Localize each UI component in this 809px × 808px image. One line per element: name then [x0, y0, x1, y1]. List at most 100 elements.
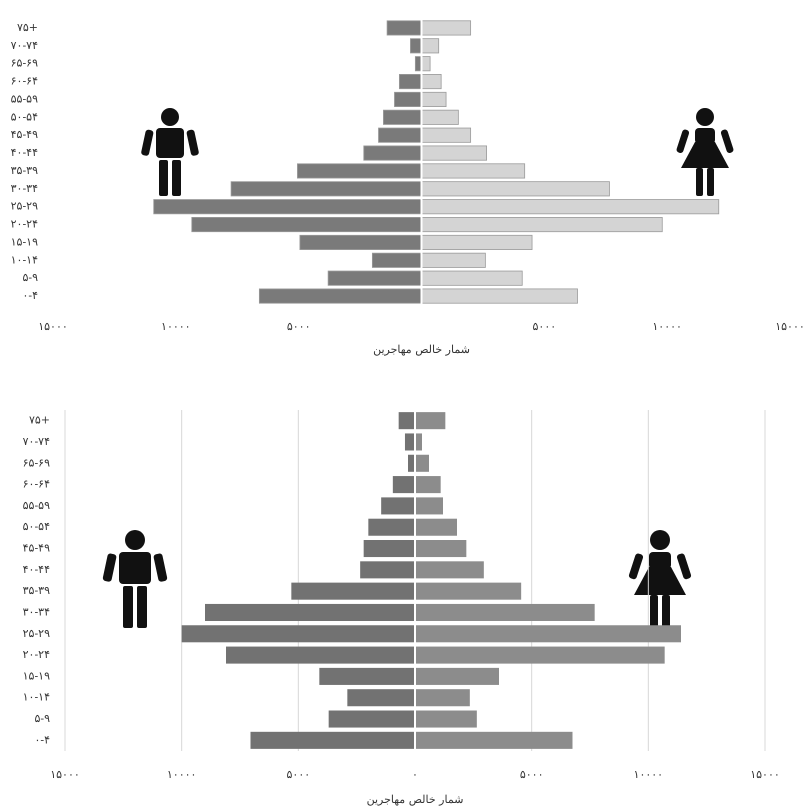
bar — [368, 519, 415, 536]
x-tick-label: ۱۰۰۰۰ — [652, 320, 682, 333]
y-tick-label: ۱۵-۱۹ — [23, 669, 50, 682]
bar — [415, 519, 457, 536]
bar — [422, 110, 459, 124]
x-tick-label: ۵۰۰۰ — [287, 768, 311, 781]
bar — [415, 540, 466, 557]
x-tick-label: ۱۵۰۰۰ — [38, 320, 68, 333]
y-tick-label: ۷۵+ — [29, 414, 50, 427]
x-tick-label: ۱۵۰۰۰ — [50, 768, 80, 781]
bar — [399, 412, 415, 429]
bar — [415, 732, 573, 749]
bar — [422, 200, 719, 214]
female-icon — [676, 108, 734, 196]
y-tick-label: ۵۰-۵۴ — [23, 520, 50, 533]
bar — [415, 625, 681, 642]
y-tick-label: ۴۵-۴۹ — [11, 128, 38, 141]
bar — [251, 732, 416, 749]
bar — [415, 433, 422, 450]
y-tick-label: ۱۰-۱۴ — [23, 691, 50, 704]
male-icon — [141, 108, 200, 196]
bar — [399, 74, 421, 88]
bar — [364, 540, 415, 557]
x-tick-label: ۱۵۰۰۰ — [750, 768, 780, 781]
bar — [422, 271, 523, 285]
bar — [415, 412, 445, 429]
bar — [154, 200, 422, 214]
bar — [422, 74, 442, 88]
bar — [205, 604, 415, 621]
bar — [259, 289, 421, 303]
y-tick-label: ۲۰-۲۴ — [11, 218, 38, 231]
y-tick-label: ۵۰-۵۴ — [11, 110, 38, 123]
y-tick-label: ۲۵-۲۹ — [11, 200, 38, 213]
bar — [415, 604, 595, 621]
bar — [297, 164, 421, 178]
x-tick-label: ۰ — [412, 768, 418, 781]
x-tick-label: ۵۰۰۰ — [287, 320, 311, 333]
bar — [415, 647, 665, 664]
bar — [422, 235, 533, 249]
bar — [422, 289, 578, 303]
bar — [422, 146, 487, 160]
y-tick-label: ۵-۹ — [34, 712, 50, 725]
bar — [405, 433, 415, 450]
bar — [393, 476, 415, 493]
bar — [394, 92, 421, 106]
x-tick-label: ۵۰۰۰ — [520, 768, 544, 781]
bar — [410, 39, 421, 53]
y-tick-label: ۲۰-۲۴ — [23, 648, 50, 661]
bar — [415, 476, 441, 493]
bar — [372, 253, 421, 267]
bar — [387, 21, 421, 35]
x-axis-label: شمار خالص مهاجرین — [367, 793, 464, 806]
bar — [415, 561, 484, 578]
bar — [379, 128, 422, 142]
y-tick-label: ۵۵-۵۹ — [11, 92, 38, 105]
bar — [422, 182, 610, 196]
bar — [291, 583, 415, 600]
bar — [364, 146, 422, 160]
bar — [329, 711, 415, 728]
bar — [226, 647, 415, 664]
x-tick-label: ۱۵۰۰۰ — [775, 320, 805, 333]
y-tick-label: ۶۰-۶۴ — [23, 478, 50, 491]
y-tick-label: ۴۰-۴۴ — [23, 563, 50, 576]
bar — [422, 39, 439, 53]
x-axis-label: شمار خالص مهاجرین — [373, 343, 470, 356]
bar — [408, 455, 415, 472]
bar — [182, 625, 415, 642]
bar — [383, 110, 421, 124]
y-tick-label: ۳۵-۳۹ — [23, 584, 50, 597]
bar — [300, 235, 422, 249]
bar — [415, 668, 499, 685]
bar — [231, 182, 421, 196]
x-tick-label: ۱۰۰۰۰ — [634, 768, 664, 781]
y-tick-label: ۷۵+ — [17, 21, 38, 34]
y-tick-label: ۳۰-۳۴ — [23, 605, 50, 618]
bar — [422, 164, 525, 178]
bar — [422, 217, 663, 231]
y-tick-label: ۱۰-۱۴ — [11, 253, 38, 266]
bar — [422, 253, 486, 267]
y-tick-label: ۶۰-۶۴ — [11, 75, 38, 88]
bar — [415, 583, 521, 600]
chart: ۱۵۰۰۰ ۱۰۰۰۰ ۵۰۰۰ ۵۰۰۰ ۱۰۰۰۰ ۱۵۰۰۰ ۰-۴ ۵-۹ ۱۰-۱۴ ۱… — [0, 0, 809, 808]
bar — [319, 668, 415, 685]
y-tick-label: ۰-۴ — [22, 289, 38, 302]
bar — [192, 217, 422, 231]
bar — [381, 497, 415, 514]
x-tick-label: ۵۰۰۰ — [533, 320, 557, 333]
y-tick-label: ۶۵-۶۹ — [23, 456, 50, 469]
y-tick-label: ۳۰-۳۴ — [11, 182, 38, 195]
bar — [422, 57, 431, 71]
bar — [415, 497, 443, 514]
bar — [415, 689, 470, 706]
bar — [422, 21, 471, 35]
bar — [328, 271, 421, 285]
bar — [360, 561, 415, 578]
bar — [415, 455, 429, 472]
y-tick-label: ۷۰-۷۴ — [23, 435, 50, 448]
y-tick-label: ۶۵-۶۹ — [11, 57, 38, 70]
x-tick-label: ۱۰۰۰۰ — [167, 768, 197, 781]
y-tick-label: ۱۵-۱۹ — [11, 235, 38, 248]
